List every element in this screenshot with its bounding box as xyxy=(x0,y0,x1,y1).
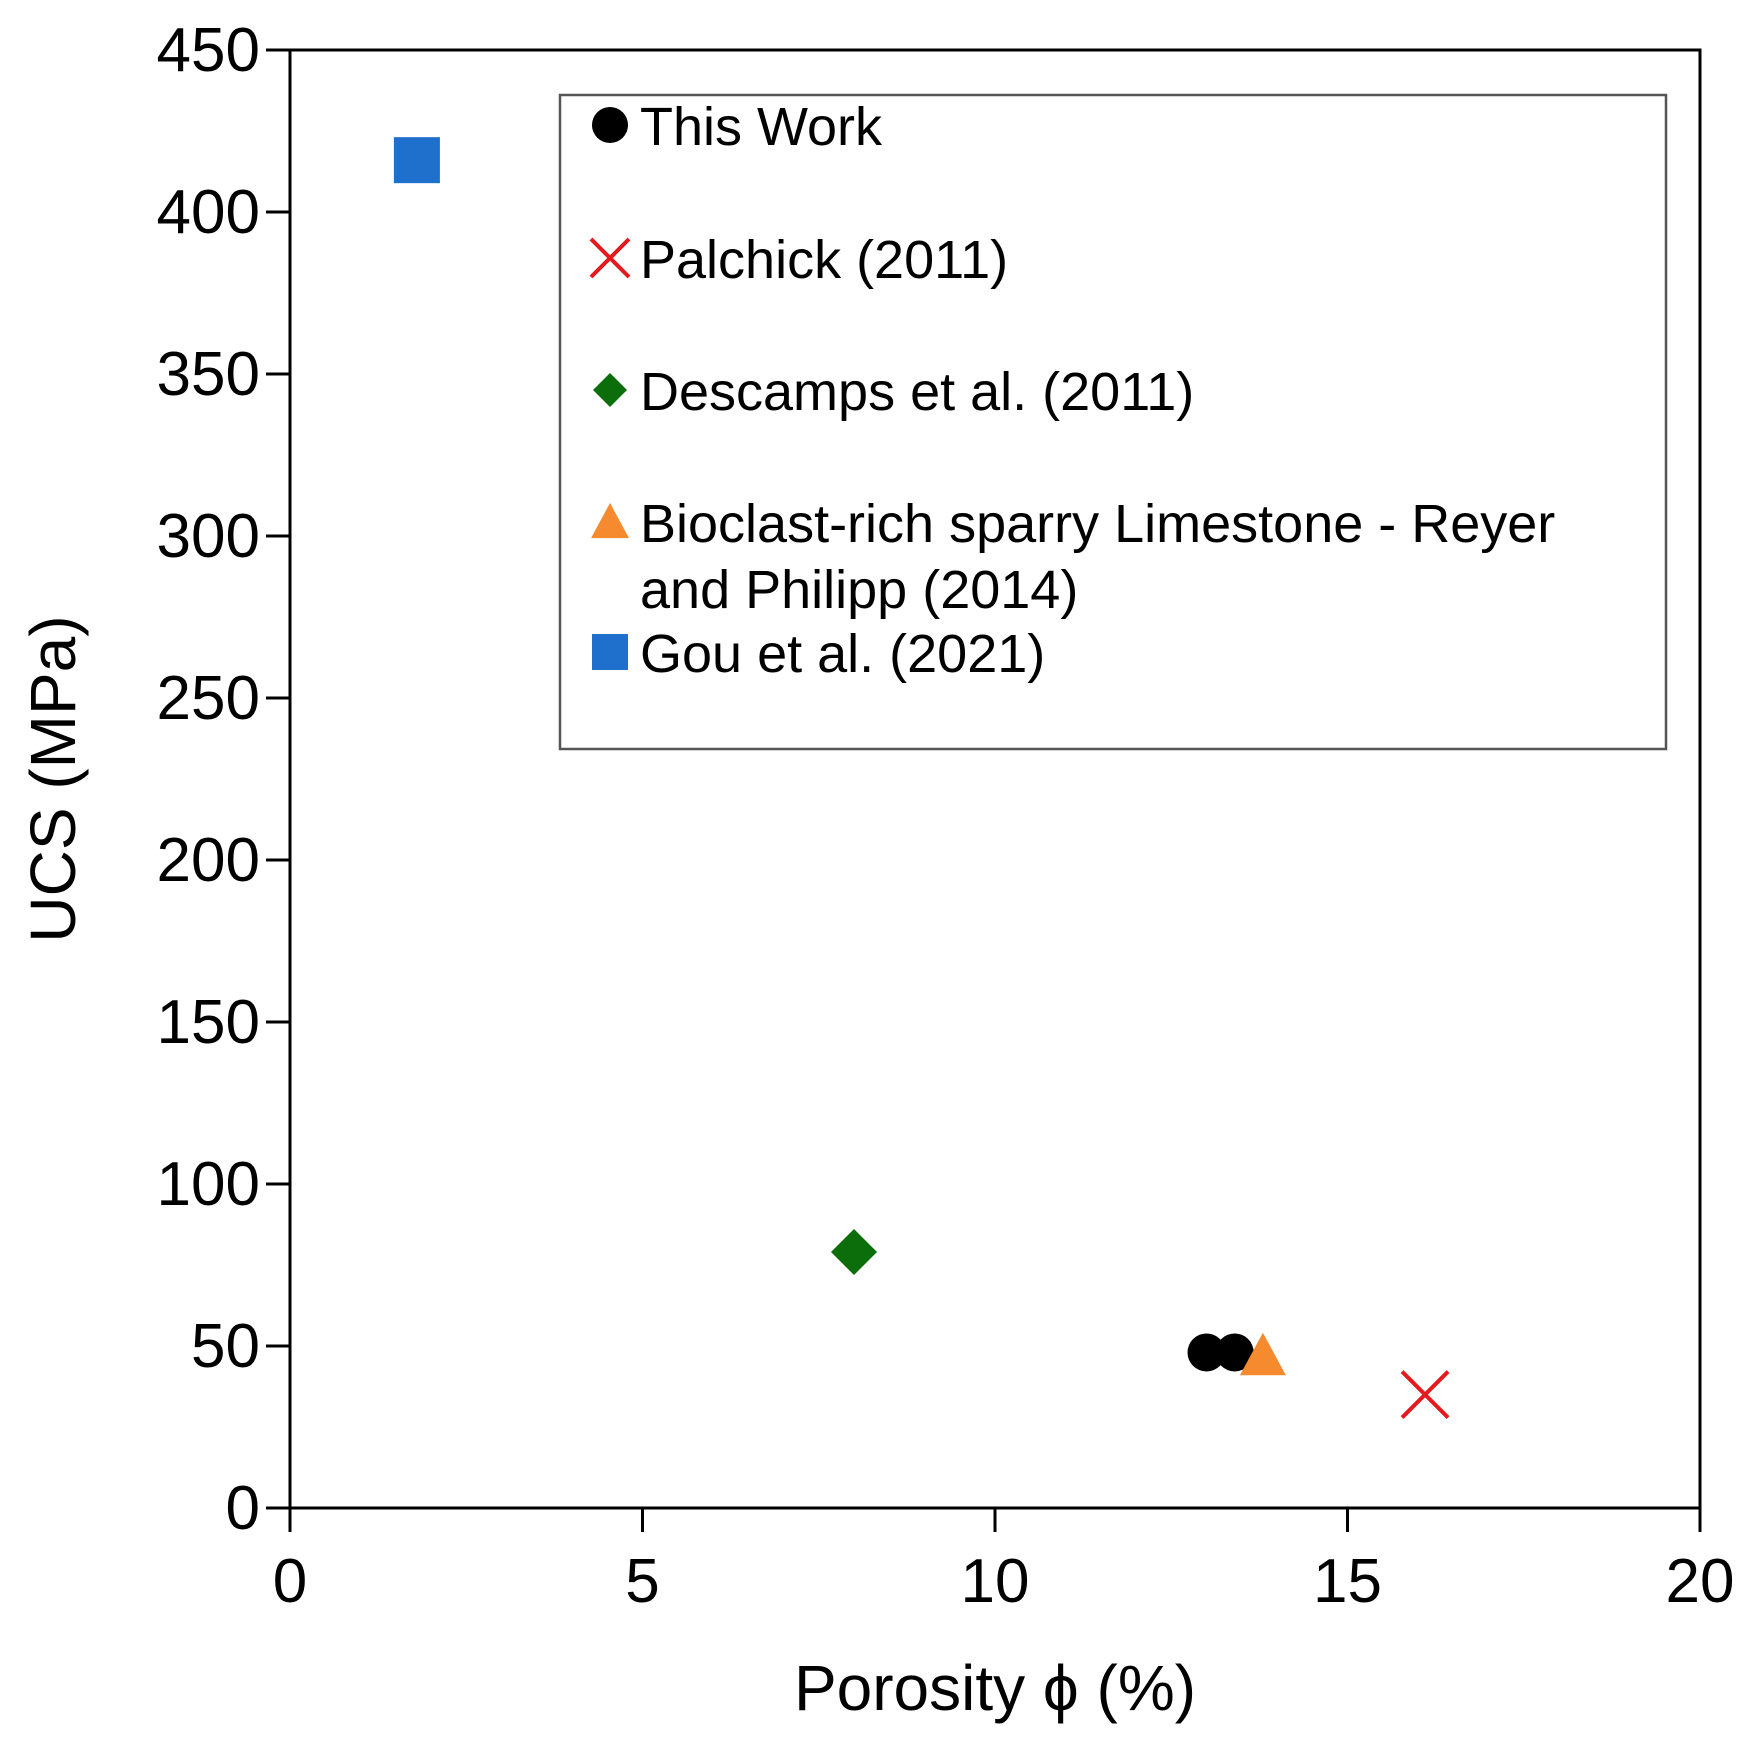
data-point xyxy=(393,137,440,184)
data-point xyxy=(1187,1333,1226,1372)
legend-marker xyxy=(593,373,627,407)
y-tick-label: 400 xyxy=(157,178,260,247)
legend-marker xyxy=(592,107,628,143)
y-tick-label: 50 xyxy=(191,1312,260,1381)
y-tick-label: 150 xyxy=(157,988,260,1057)
y-tick-label: 250 xyxy=(157,664,260,733)
x-tick-label: 5 xyxy=(625,1547,659,1616)
data-point xyxy=(1215,1333,1254,1372)
legend-label: This Work xyxy=(640,97,883,157)
y-axis-label: UCS (MPa) xyxy=(17,615,89,942)
axes: 0 50 100 150 200 250 300 350 400 450 0 5 10 15 20 xyxy=(157,16,1735,1616)
y-tick-label: 0 xyxy=(226,1474,260,1543)
legend: This Work Palchick (2011) Descamps et al. … xyxy=(558,93,1668,751)
x-tick-label: 15 xyxy=(1313,1547,1382,1616)
x-axis-label: Porosity ϕ (%) xyxy=(794,1652,1196,1724)
x-tick-label: 0 xyxy=(273,1547,307,1616)
legend-label: Palchick (2011) xyxy=(640,230,1008,290)
data-marks xyxy=(393,137,1450,1420)
y-tick-label: 200 xyxy=(157,826,260,895)
x-tick-label: 10 xyxy=(961,1547,1030,1616)
x-stroke xyxy=(589,237,631,279)
legend-marker xyxy=(589,237,631,279)
legend-label: and Philipp (2014) xyxy=(640,560,1078,620)
x-stroke xyxy=(1400,1370,1450,1420)
legend-label: Descamps et al. (2011) xyxy=(640,362,1194,422)
y-tick-label: 100 xyxy=(157,1150,260,1219)
legend-box xyxy=(558,93,1668,751)
legend-marker xyxy=(591,503,629,539)
legend-label: Gou et al. (2021) xyxy=(640,624,1045,684)
legend-label: Bioclast-rich sparry Limestone - Reyer xyxy=(640,494,1555,554)
y-tick-label: 300 xyxy=(157,502,260,571)
x-tick-label: 20 xyxy=(1666,1547,1735,1616)
data-point xyxy=(1239,1332,1286,1376)
y-tick-label: 350 xyxy=(157,340,260,409)
legend-marker xyxy=(592,634,628,670)
data-point xyxy=(1400,1370,1450,1420)
y-tick-label: 450 xyxy=(157,16,260,85)
data-point xyxy=(831,1229,877,1276)
